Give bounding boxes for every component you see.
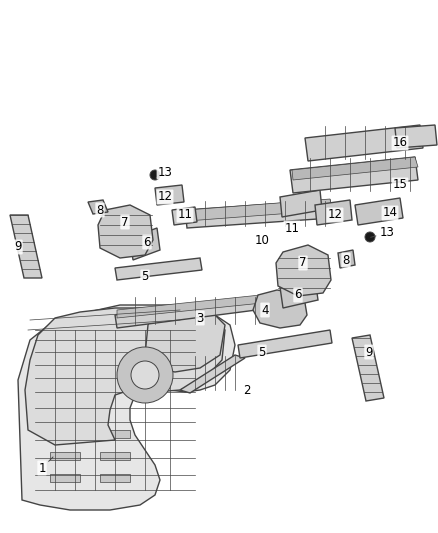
Text: 7: 7 [299, 256, 307, 270]
Text: 15: 15 [392, 179, 407, 191]
Polygon shape [50, 452, 80, 460]
Text: 13: 13 [371, 227, 395, 239]
Polygon shape [18, 305, 235, 510]
Polygon shape [88, 200, 108, 214]
Text: 8: 8 [96, 204, 104, 216]
Polygon shape [155, 185, 184, 205]
Text: 12: 12 [328, 208, 343, 222]
Polygon shape [253, 290, 307, 328]
Text: 10: 10 [254, 233, 269, 246]
Polygon shape [352, 335, 384, 401]
Polygon shape [145, 310, 225, 372]
Text: 4: 4 [261, 303, 269, 317]
Polygon shape [50, 430, 80, 438]
Text: 6: 6 [143, 236, 151, 248]
Polygon shape [395, 125, 437, 148]
Text: 2: 2 [243, 384, 251, 397]
Circle shape [131, 361, 159, 389]
Text: 3: 3 [196, 311, 204, 325]
Polygon shape [10, 215, 42, 278]
Text: 6: 6 [294, 288, 302, 302]
Polygon shape [305, 125, 423, 161]
Polygon shape [25, 308, 225, 445]
Polygon shape [276, 245, 331, 296]
Polygon shape [100, 474, 130, 482]
Text: 8: 8 [343, 254, 350, 266]
Polygon shape [238, 330, 332, 358]
Polygon shape [280, 190, 322, 217]
Circle shape [365, 232, 375, 242]
Text: 12: 12 [158, 190, 173, 204]
Text: 7: 7 [121, 215, 129, 229]
Text: 9: 9 [14, 240, 22, 254]
Polygon shape [115, 295, 272, 328]
Polygon shape [130, 228, 160, 260]
Polygon shape [115, 258, 202, 280]
Polygon shape [280, 278, 318, 308]
Text: 5: 5 [258, 345, 266, 359]
Text: 14: 14 [382, 206, 398, 220]
Polygon shape [100, 430, 130, 438]
Text: 13: 13 [156, 166, 173, 179]
Polygon shape [338, 250, 355, 268]
Polygon shape [185, 200, 332, 228]
Text: 11: 11 [177, 208, 192, 222]
Polygon shape [355, 198, 403, 225]
Polygon shape [292, 157, 418, 180]
Text: 9: 9 [365, 345, 373, 359]
Circle shape [117, 347, 173, 403]
Polygon shape [98, 205, 153, 258]
Polygon shape [180, 355, 245, 393]
Circle shape [150, 170, 160, 180]
Text: 5: 5 [141, 271, 148, 284]
Polygon shape [100, 452, 130, 460]
Text: 1: 1 [38, 457, 53, 474]
Text: 16: 16 [392, 136, 407, 149]
Polygon shape [172, 207, 197, 225]
Polygon shape [315, 200, 352, 225]
Polygon shape [117, 294, 272, 318]
Text: 11: 11 [285, 222, 300, 235]
Polygon shape [187, 199, 332, 221]
Polygon shape [290, 157, 418, 193]
Polygon shape [50, 474, 80, 482]
